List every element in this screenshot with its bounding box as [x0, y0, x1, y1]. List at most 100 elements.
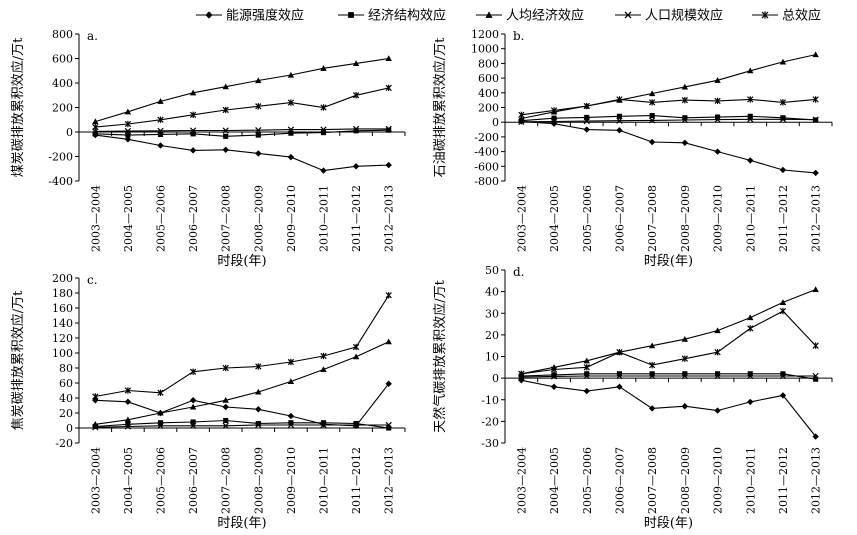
y-axis-title-b: 石油碳排放累积效应/万t: [432, 37, 448, 177]
series-line-b-energy: [521, 120, 816, 174]
data-point-b-total: [518, 111, 525, 119]
x-tick-label-d: 2009—2010: [712, 447, 725, 514]
data-point-d-energy: [747, 398, 754, 406]
data-point-d-percapita: [812, 286, 819, 293]
series-line-c-total: [95, 295, 390, 398]
data-point-a-total: [255, 103, 262, 110]
data-point-c-energy: [287, 412, 295, 420]
data-point-a-percapita: [157, 98, 164, 104]
x-tick-label-c: 2006—2007: [187, 447, 200, 514]
axes-d: -30 -20 -10 0 10 20 30 40 50 2003—2004 2004—2005 20…: [481, 264, 833, 514]
series-b-population: [518, 116, 819, 125]
y-tick-label-c: 40: [59, 392, 73, 405]
data-point-c-population: [320, 421, 327, 429]
series-line-a-total: [95, 87, 389, 128]
data-point-c-percapita: [255, 388, 262, 395]
y-tick-label-c: 100: [52, 347, 73, 360]
data-point-d-structure: [780, 371, 786, 377]
x-tick-label-c: 2004—2005: [122, 447, 135, 514]
y-tick-label-d: 0: [492, 372, 499, 385]
data-point-d-structure: [616, 371, 623, 377]
data-point-a-structure: [386, 127, 392, 133]
data-point-d-population: [747, 372, 754, 380]
data-point-a-energy: [124, 136, 132, 143]
data-point-d-total: [681, 355, 688, 362]
x-tick-label-c: 2007—2008: [220, 447, 233, 514]
data-point-b-population: [779, 116, 787, 123]
data-point-a-percapita: [255, 77, 262, 84]
series-line-a-percapita: [95, 57, 389, 123]
y-tick-label-c: 20: [59, 407, 73, 420]
data-point-d-energy: [550, 383, 558, 390]
y-tick-label-c: 200: [52, 272, 73, 285]
data-point-b-population: [812, 116, 819, 123]
data-point-a-structure: [125, 132, 131, 138]
data-point-b-structure: [747, 113, 753, 119]
data-point-a-energy: [189, 147, 197, 154]
legend-label-structure: 经济结构效应: [368, 8, 446, 24]
data-point-d-energy: [583, 387, 590, 395]
data-point-d-population: [550, 373, 558, 380]
data-point-b-percapita: [812, 51, 819, 58]
data-point-c-total: [189, 368, 197, 375]
y-tick-label-a: 800: [52, 28, 73, 41]
x-tick-label-d: 2003—2004: [515, 447, 528, 514]
x-tick-label-c: 2009—2010: [285, 447, 298, 514]
panel-label-a: a.: [87, 29, 98, 43]
x-tick-label-a: 2008—2009: [252, 185, 265, 252]
x-tick-label-d: 2004—2005: [548, 447, 561, 514]
data-point-c-structure: [125, 421, 131, 427]
series-b-energy: [518, 118, 819, 177]
data-point-d-percapita: [747, 314, 754, 321]
data-point-c-percapita: [385, 338, 392, 345]
data-point-d-total: [550, 366, 558, 373]
series-c-population: [92, 421, 392, 431]
data-point-c-structure: [386, 425, 392, 431]
data-point-c-structure: [157, 420, 164, 426]
data-point-a-total: [222, 106, 229, 114]
data-point-b-percapita: [747, 67, 754, 74]
data-point-c-percapita: [124, 416, 132, 423]
y-axis-title-a: 煤炭碳排放累积效应/万t: [10, 37, 26, 177]
data-point-c-population: [255, 421, 262, 429]
legend-item-total: 总效应: [752, 8, 821, 24]
x-tick-label-b: 2005—2006: [581, 185, 594, 252]
data-point-b-percapita: [648, 90, 656, 97]
data-point-b-structure: [584, 114, 590, 120]
data-point-a-structure: [288, 130, 294, 136]
data-point-c-population: [352, 421, 360, 429]
data-point-d-structure: [747, 371, 753, 377]
data-point-d-total: [616, 348, 623, 356]
data-point-c-percapita: [222, 397, 229, 403]
data-point-b-percapita: [714, 77, 721, 83]
data-point-c-structure: [190, 419, 196, 425]
chart-panel-c: -20 0 20 40 60 80 100 120 140 160 180 200 2003—2004 2…: [10, 272, 406, 531]
data-point-b-population: [518, 118, 525, 125]
series-b-percapita: [518, 51, 819, 122]
x-tick-label-d: 2007—2008: [646, 447, 659, 514]
x-tick-label-a: 2010—2011: [318, 185, 331, 252]
data-point-d-percapita: [779, 299, 787, 305]
data-point-b-total: [681, 96, 688, 104]
y-tick-label-d: 30: [485, 307, 499, 320]
series-line-d-energy: [521, 379, 817, 437]
x-tick-label-b: 2003—2004: [515, 185, 528, 252]
data-point-b-structure: [649, 113, 655, 119]
data-point-a-population: [352, 125, 360, 133]
data-point-c-population: [189, 422, 197, 429]
series-d-percapita: [518, 286, 819, 377]
data-point-d-total: [518, 370, 525, 377]
data-point-b-energy: [648, 138, 656, 146]
data-point-b-population: [550, 118, 558, 125]
y-tick-label-a: 600: [52, 53, 73, 66]
panel-label-d: d.: [513, 265, 525, 279]
data-point-d-energy: [779, 392, 787, 399]
data-point-a-structure: [320, 130, 327, 136]
y-tick-label-b: 400: [478, 87, 499, 100]
data-point-d-population: [681, 372, 688, 380]
legend-marker-percapita: [485, 11, 493, 18]
data-point-d-total: [812, 342, 819, 349]
series-line-d-structure: [521, 373, 816, 380]
data-point-d-structure: [714, 371, 721, 377]
series-c-percapita: [92, 338, 392, 427]
